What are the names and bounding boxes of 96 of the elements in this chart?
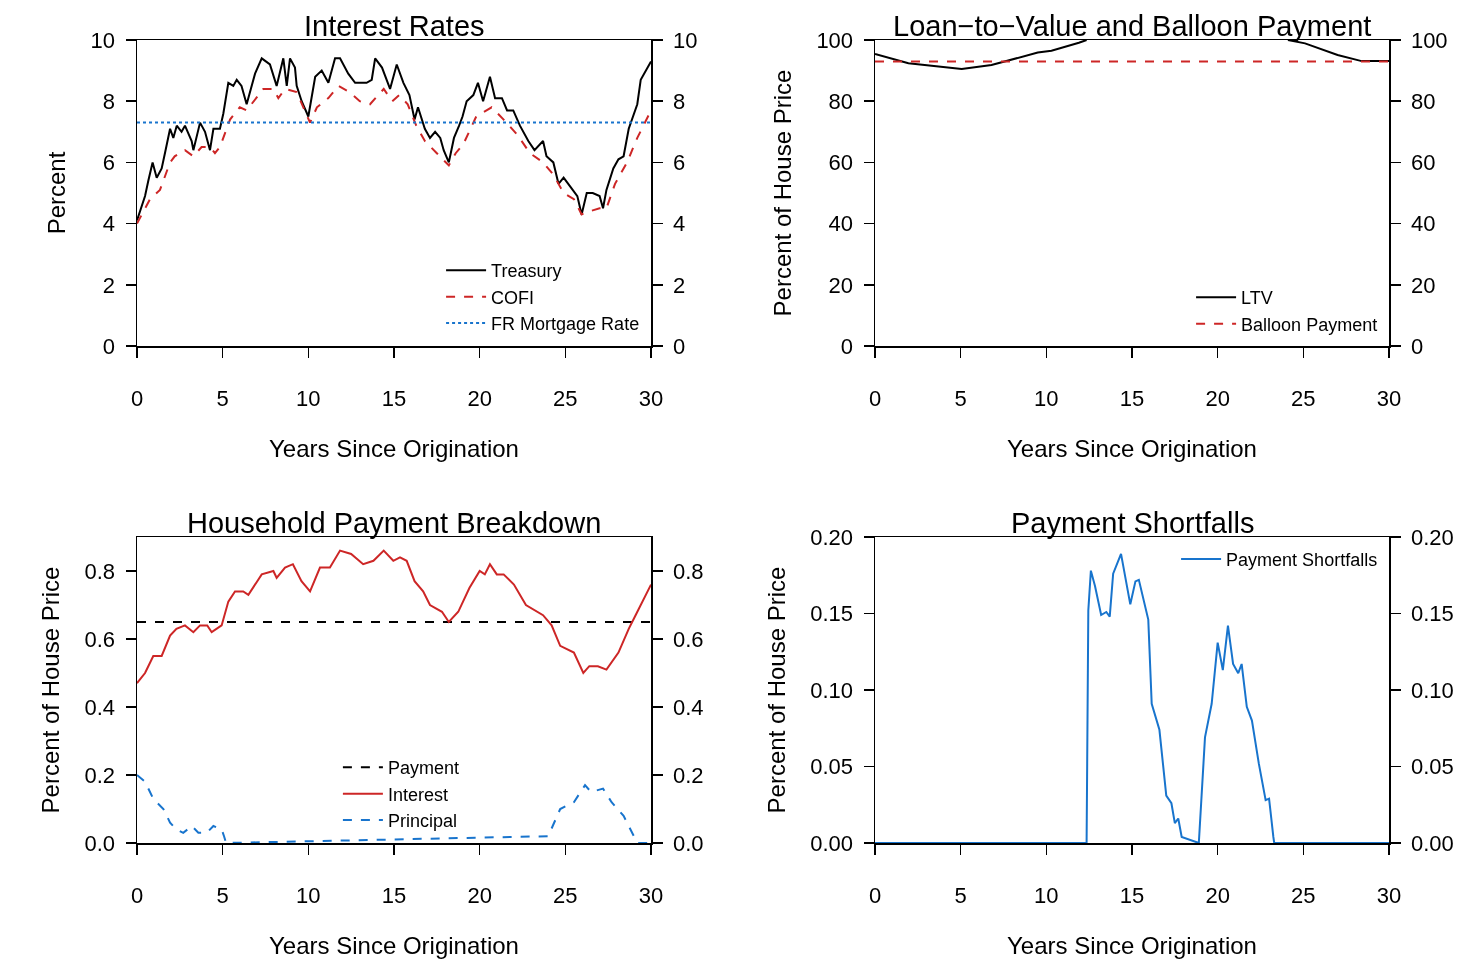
x-tick-label: 10 [296, 385, 321, 411]
x-tick-label: 30 [638, 385, 664, 411]
legend-label: LTV [1241, 288, 1273, 309]
y-axis-title: Percent of House Price [768, 69, 796, 317]
x-tick-label: 30 [1376, 385, 1402, 411]
y2-tick-label: 100 [1410, 27, 1448, 53]
y-tick-label: 0.2 [84, 762, 116, 788]
y-tick-label: 6 [102, 150, 116, 176]
chart-title: Household Payment Breakdown [187, 507, 602, 539]
y-axis-title: Percent [42, 151, 70, 235]
y-tick-label: 0.8 [84, 558, 116, 584]
y2-tick-label: 0.05 [1410, 754, 1454, 780]
x-tick-label: 15 [1119, 385, 1145, 411]
line-series [137, 84, 651, 225]
chart-title: Loan−to−Value and Balloon Payment [893, 10, 1372, 42]
x-tick-label: 15 [1119, 882, 1145, 908]
x-tick-label: 10 [1034, 882, 1059, 908]
x-tick-label: 0 [868, 385, 882, 411]
x-axis-title: Years Since Origination [1007, 931, 1257, 959]
x-tick-label: 5 [954, 882, 967, 908]
legend-label: Payment [387, 758, 459, 779]
y-tick-label: 10 [90, 27, 116, 53]
y-tick-label: 80 [828, 88, 854, 114]
y2-tick-label: 4 [672, 211, 686, 237]
chart-title: Interest Rates [304, 10, 485, 42]
x-tick-label: 5 [216, 882, 229, 908]
x-tick-label: 20 [1205, 882, 1230, 908]
y2-tick-label: 0 [672, 333, 686, 359]
y2-tick-label: 6 [672, 150, 686, 176]
y-tick-label: 60 [828, 150, 854, 176]
legend-label: Treasury [491, 261, 562, 282]
x-tick-label: 5 [216, 385, 229, 411]
x-tick-label: 25 [1291, 882, 1316, 908]
x-axis-title: Years Since Origination [269, 931, 519, 959]
y-tick-label: 8 [102, 88, 116, 114]
y2-tick-label: 60 [1410, 150, 1436, 176]
x-tick-label: 25 [553, 385, 578, 411]
y2-tick-label: 2 [672, 272, 686, 298]
x-tick-label: 20 [467, 882, 492, 908]
y-axis-title: Percent of House Price [762, 566, 790, 814]
y-tick-label: 0 [840, 333, 854, 359]
y2-tick-label: 0.15 [1410, 601, 1454, 627]
x-axis-title: Years Since Origination [1007, 434, 1257, 462]
y2-tick-label: 0.4 [672, 694, 704, 720]
line-series [875, 552, 1389, 843]
y2-tick-label: 0 [1410, 333, 1424, 359]
y2-tick-label: 0.6 [672, 626, 704, 652]
y-tick-label: 0.6 [84, 626, 116, 652]
x-tick-label: 30 [638, 882, 664, 908]
y-tick-label: 40 [828, 211, 854, 237]
legend-label: Balloon Payment [1241, 314, 1378, 335]
x-tick-label: 15 [381, 882, 407, 908]
y-axis-title: Percent of House Price [36, 566, 64, 814]
y2-tick-label: 0.0 [672, 830, 704, 856]
x-tick-label: 10 [1034, 385, 1059, 411]
x-tick-label: 10 [296, 882, 321, 908]
y-tick-label: 4 [102, 211, 116, 237]
y-tick-label: 0.4 [84, 694, 116, 720]
y-tick-label: 0.00 [810, 830, 854, 856]
y2-tick-label: 20 [1410, 272, 1436, 298]
x-tick-label: 0 [130, 385, 144, 411]
x-tick-label: 0 [868, 882, 882, 908]
legend-label: Interest [387, 784, 448, 805]
x-tick-label: 25 [553, 882, 578, 908]
y2-tick-label: 0.2 [672, 762, 704, 788]
y-tick-label: 0.15 [810, 601, 854, 627]
x-tick-label: 25 [1291, 385, 1316, 411]
x-tick-label: 15 [381, 385, 407, 411]
y2-tick-label: 40 [1410, 211, 1436, 237]
y2-tick-label: 0.8 [672, 558, 704, 584]
x-tick-label: 20 [467, 385, 492, 411]
y-tick-label: 0.05 [810, 754, 854, 780]
x-tick-label: 5 [954, 385, 967, 411]
legend-label: COFI [491, 287, 535, 308]
y-tick-label: 0.20 [810, 524, 854, 550]
line-series [137, 549, 651, 685]
y-tick-label: 0.10 [810, 677, 854, 703]
x-tick-label: 30 [1376, 882, 1402, 908]
legend-label: FR Mortgage Rate [491, 314, 640, 335]
y-tick-label: 0.0 [84, 830, 116, 856]
y2-tick-label: 10 [672, 27, 698, 53]
y2-tick-label: 0.00 [1410, 830, 1454, 856]
x-tick-label: 20 [1205, 385, 1230, 411]
y2-tick-label: 0.10 [1410, 677, 1454, 703]
legend-label: Principal [387, 811, 457, 832]
chart-title: Payment Shortfalls [1011, 507, 1255, 539]
y2-tick-label: 8 [672, 88, 686, 114]
y-tick-label: 0 [102, 333, 116, 359]
y2-tick-label: 80 [1410, 88, 1436, 114]
y2-tick-label: 0.20 [1410, 524, 1454, 550]
y-tick-label: 20 [828, 272, 854, 298]
x-tick-label: 0 [130, 882, 144, 908]
y-tick-label: 2 [102, 272, 116, 298]
legend-label: Payment Shortfalls [1226, 550, 1378, 571]
x-axis-title: Years Since Origination [269, 434, 519, 462]
y-tick-label: 100 [816, 27, 854, 53]
